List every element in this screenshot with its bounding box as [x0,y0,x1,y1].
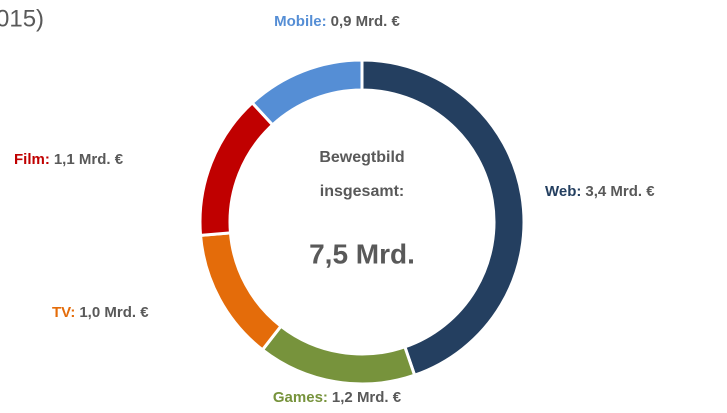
label-separator: : [323,389,328,406]
category-name: Film [14,151,45,168]
donut-segment [198,231,284,352]
label-separator: : [576,183,581,200]
donut-segment [360,58,526,378]
segment-label: Games: 1,2 Mrd. € [273,389,402,406]
label-separator: : [322,13,327,30]
category-name: Games [273,389,323,406]
category-name: Mobile [274,13,322,30]
value-label: 1,0 Mrd. € [79,304,149,321]
value-label: 1,1 Mrd. € [54,151,124,168]
center-text: Bewegtbild [319,149,404,166]
value-label: 3,4 Mrd. € [585,183,655,200]
value-label: 0,9 Mrd. € [331,13,401,30]
donut-segment [198,100,275,237]
category-name: TV [52,304,71,321]
segment-label: Mobile: 0,9 Mrd. € [274,13,400,30]
donut-segment [250,58,364,128]
segment-label: TV: 1,0 Mrd. € [52,304,149,321]
segment-label: Web: 3,4 Mrd. € [545,183,655,200]
value-label: 1,2 Mrd. € [332,389,402,406]
segment-label: Film: 1,1 Mrd. € [14,151,124,168]
chart-title: 015) [0,5,44,32]
label-separator: : [70,304,75,321]
center-total: 7,5 Mrd. [309,238,415,269]
category-name: Web [545,183,576,200]
center-text: insgesamt: [320,183,404,200]
label-separator: : [45,151,50,168]
donut-segment [260,324,417,386]
